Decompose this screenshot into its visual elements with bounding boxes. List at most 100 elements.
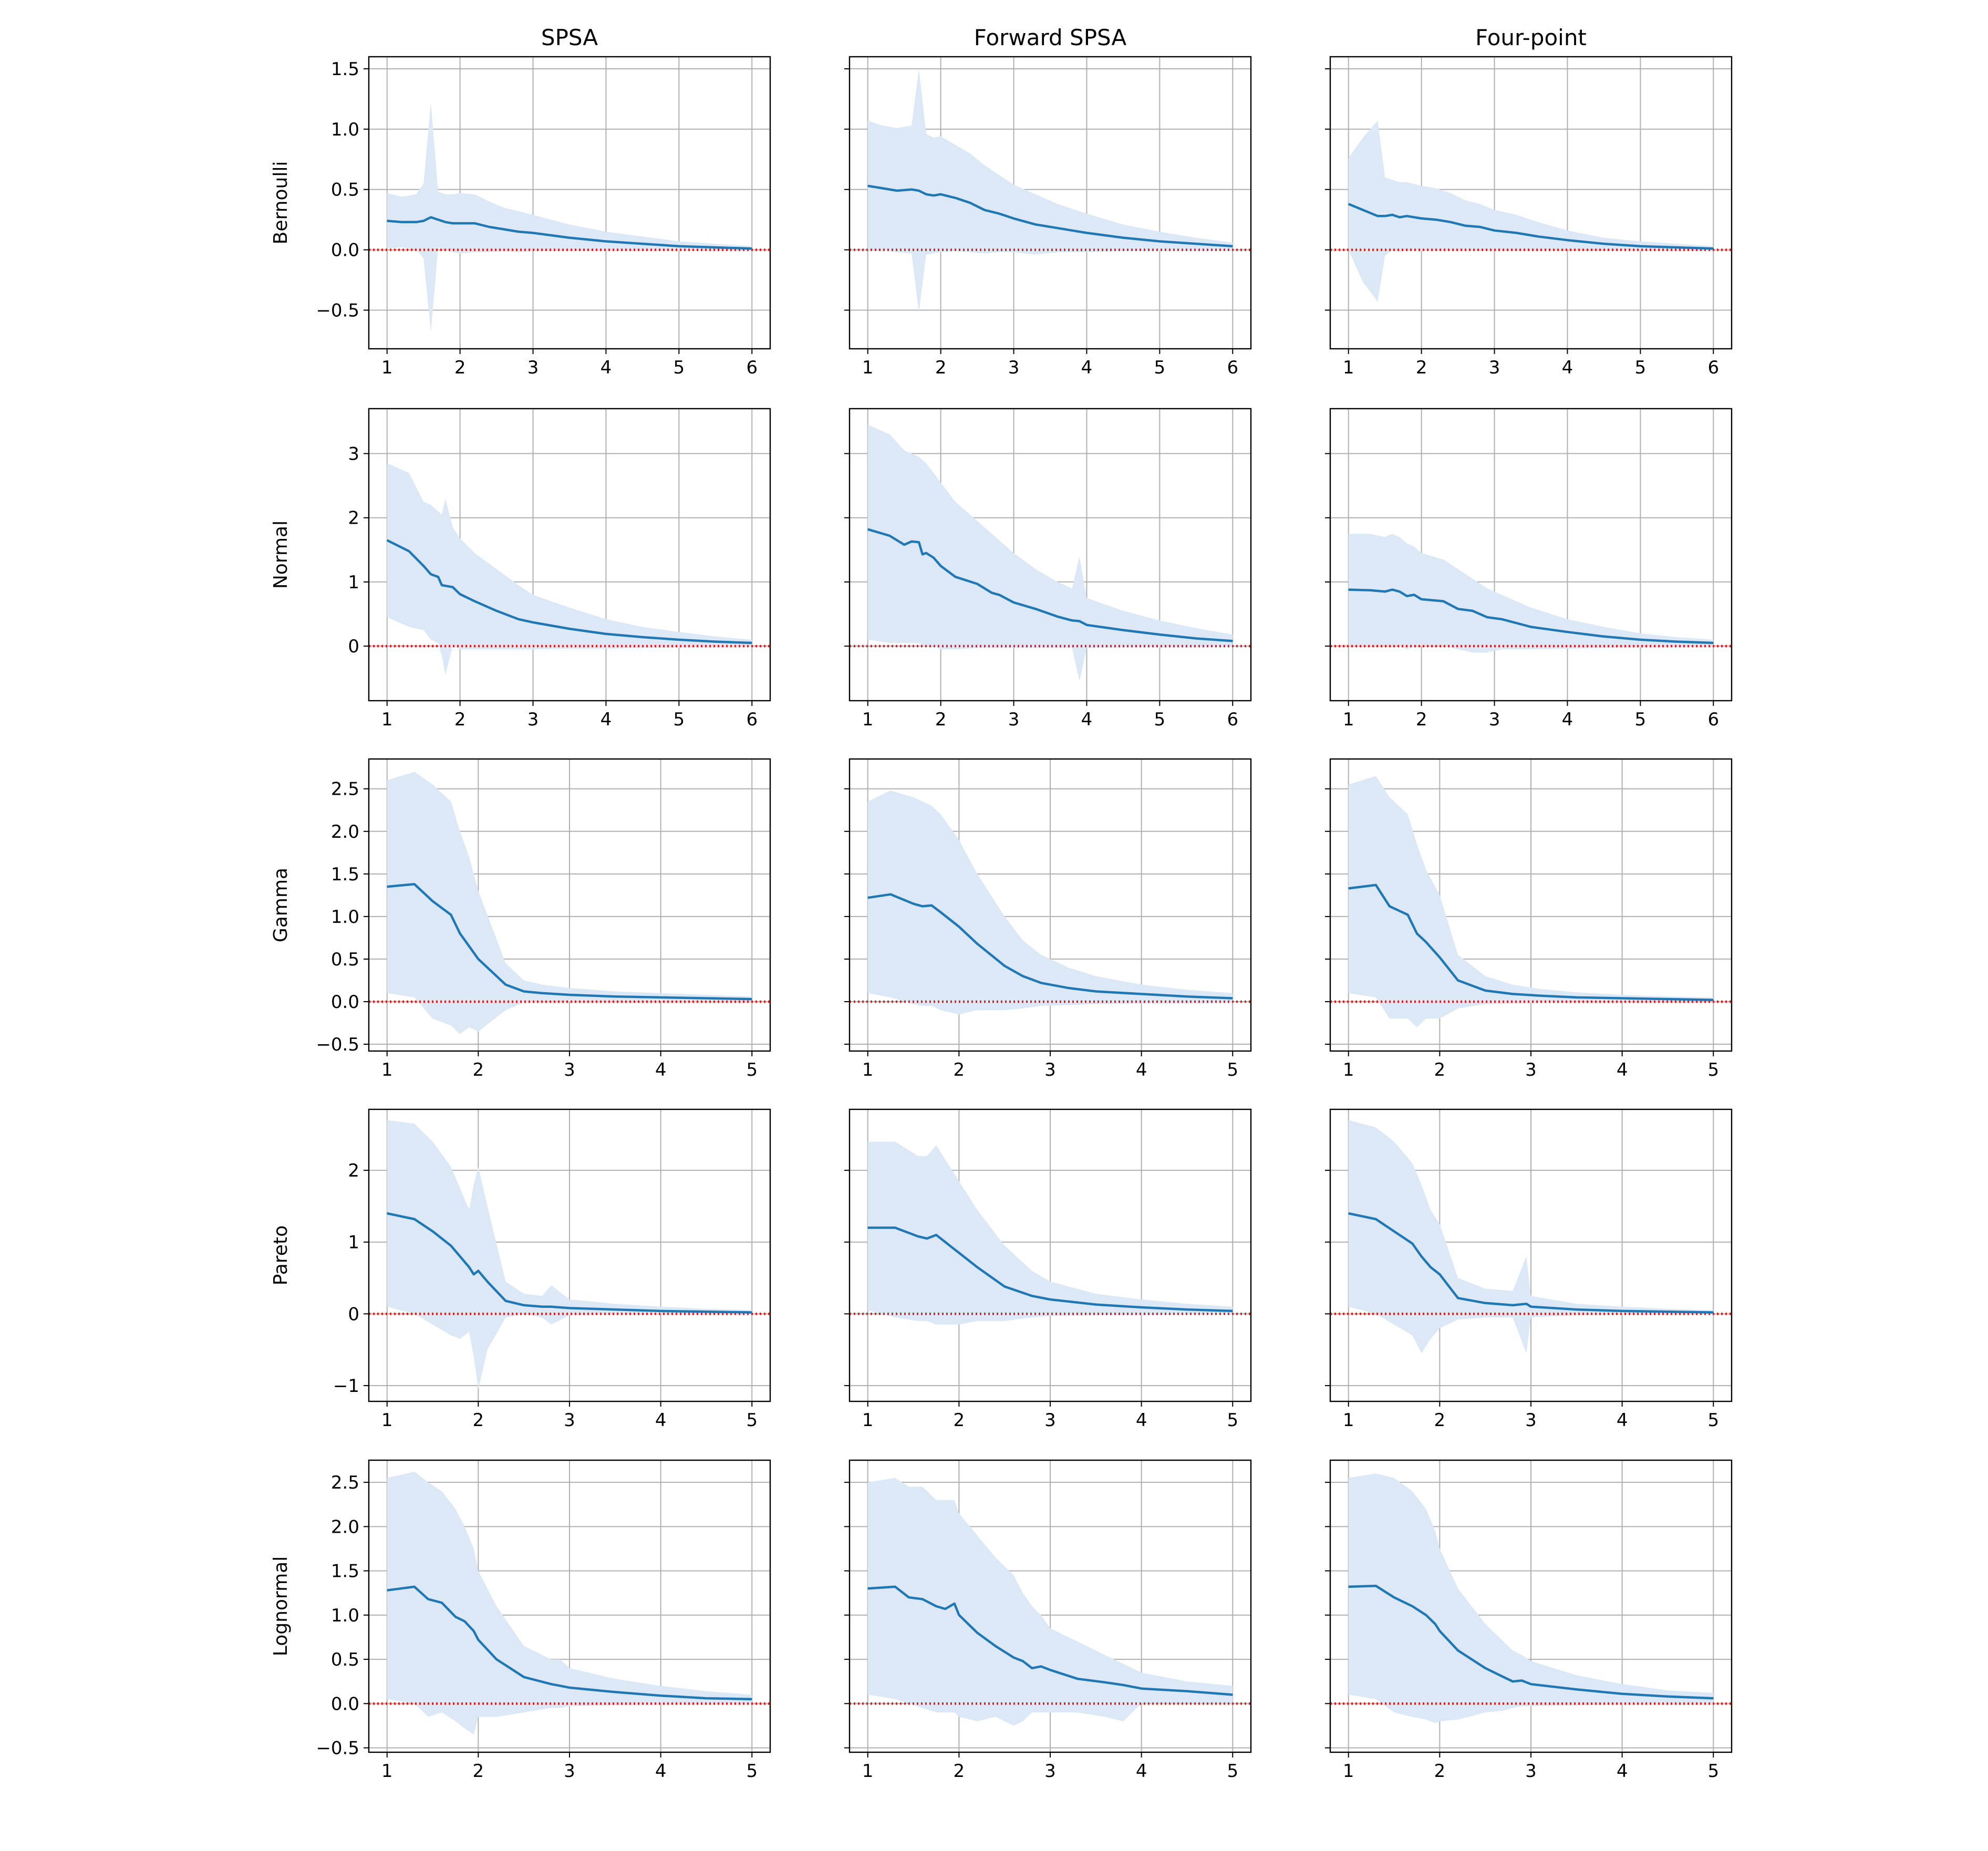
- mean-line: [1348, 1212, 1714, 1314]
- x-tick-label: 1: [1343, 1059, 1354, 1080]
- x-tick-label: 6: [1227, 357, 1238, 378]
- y-tick-label: −1: [333, 1376, 359, 1397]
- x-tick-label: 2: [473, 1059, 484, 1080]
- plot-area-lognormal-spsa: [369, 1471, 770, 1735]
- x-tick-label: 6: [1707, 709, 1719, 730]
- x-tick-label: 4: [1136, 1761, 1147, 1782]
- panel-normal-forward-spsa: 1 2 3 4 5 6: [844, 408, 1252, 730]
- x-tick-label: 4: [1136, 1059, 1147, 1080]
- y-tick-label: 0.5: [331, 1649, 359, 1670]
- x-tick-label: 2: [954, 1410, 965, 1431]
- confidence-band: [387, 463, 752, 675]
- mean-line: [867, 184, 1233, 247]
- x-tick-label: 4: [655, 1410, 667, 1431]
- confidence-band: [867, 1141, 1233, 1325]
- confidence-band: [867, 424, 1233, 682]
- mean-line: [1348, 203, 1714, 250]
- x-tick-label: 4: [600, 709, 612, 730]
- x-tick-label: 3: [1008, 357, 1020, 378]
- panel-pareto-forward-spsa: 1 2 3 4 5: [844, 1108, 1252, 1431]
- column-title-four-point: Four-point: [1475, 25, 1587, 50]
- plot-area-pareto-four-point: [1330, 1120, 1732, 1354]
- axes-frame: [368, 56, 771, 350]
- x-tick-label: 1: [381, 1761, 393, 1782]
- x-tick-label: 1: [1343, 1761, 1354, 1782]
- panel-lognormal-spsa: 1 2 3 4 5 −0.5 0.0 0.5 1.0 1.5 2.0 2.5: [316, 1459, 771, 1782]
- panel-gamma-spsa: 1 2 3 4 5 −0.5 0.0 0.5 1.0 1.5 2.0 2.5: [316, 758, 771, 1080]
- x-tick-label: 5: [674, 357, 685, 378]
- confidence-band: [387, 1471, 752, 1735]
- column-title-spsa: SPSA: [541, 25, 598, 50]
- x-tick-label: 5: [1227, 1059, 1238, 1080]
- plot-area-pareto-forward-spsa: [850, 1141, 1251, 1325]
- y-tick-label: 1.5: [331, 59, 359, 80]
- x-tick-label: 3: [1525, 1761, 1537, 1782]
- x-tick-label: 1: [862, 1761, 874, 1782]
- x-tick-label: 4: [1617, 1410, 1628, 1431]
- y-tick-label: 2.0: [331, 1516, 359, 1537]
- x-tick-label: 5: [746, 1761, 758, 1782]
- x-tick-label: 5: [1154, 357, 1166, 378]
- x-tick-label: 1: [862, 1410, 874, 1431]
- plot-area-lognormal-forward-spsa: [850, 1478, 1251, 1726]
- y-tick-label: 0: [348, 1304, 359, 1325]
- x-tick-label: 2: [454, 709, 466, 730]
- y-tick-label: 2.5: [331, 779, 359, 800]
- x-tick-label: 3: [1008, 709, 1020, 730]
- plot-area-normal-spsa: [369, 463, 770, 675]
- y-tick-label: 2: [348, 508, 359, 529]
- x-tick-label: 4: [1617, 1761, 1628, 1782]
- x-tick-label: 6: [1227, 709, 1238, 730]
- plot-area-normal-four-point: [1330, 534, 1732, 653]
- column-title-forward-spsa: Forward SPSA: [974, 25, 1127, 50]
- x-tick-label: 1: [381, 1059, 393, 1080]
- x-tick-label: 3: [1489, 357, 1500, 378]
- axes-frame: [848, 56, 1252, 350]
- y-tick-label: 0.0: [331, 992, 359, 1013]
- x-tick-label: 2: [935, 709, 947, 730]
- x-tick-label: 1: [381, 357, 393, 378]
- mean-line: [387, 883, 752, 1001]
- y-tick-label: −0.5: [316, 1738, 359, 1759]
- confidence-band: [387, 102, 752, 332]
- x-tick-label: 5: [746, 1059, 758, 1080]
- axes-frame: [368, 408, 771, 702]
- panel-lognormal-forward-spsa: 1 2 3 4 5: [844, 1459, 1252, 1782]
- confidence-band: [867, 791, 1233, 1015]
- confidence-band: [1348, 120, 1714, 302]
- y-tick-label: 0.5: [331, 180, 359, 201]
- x-tick-label: 4: [655, 1761, 667, 1782]
- confidence-band: [387, 1120, 752, 1389]
- y-tick-label: 1.0: [331, 1605, 359, 1626]
- y-tick-label: 1: [348, 1232, 359, 1253]
- y-tick-label: 1.5: [331, 864, 359, 885]
- mean-line: [386, 539, 752, 644]
- y-tick-label: 1: [348, 572, 359, 593]
- mean-line: [387, 1585, 752, 1701]
- x-tick-label: 1: [862, 357, 874, 378]
- x-tick-label: 4: [1562, 709, 1573, 730]
- row-label-gamma: Gamma: [270, 868, 292, 942]
- x-tick-label: 5: [1707, 1410, 1719, 1431]
- x-tick-label: 4: [1136, 1410, 1147, 1431]
- axes-frame: [848, 408, 1252, 702]
- x-tick-label: 1: [1343, 357, 1354, 378]
- x-tick-label: 4: [1562, 357, 1573, 378]
- x-tick-label: 3: [564, 1761, 575, 1782]
- y-tick-label: 2: [348, 1160, 359, 1181]
- x-tick-label: 6: [746, 357, 758, 378]
- plot-area-bernoulli-forward-spsa: [850, 69, 1251, 313]
- x-tick-label: 5: [1227, 1761, 1238, 1782]
- x-tick-label: 1: [862, 1059, 874, 1080]
- confidence-band: [1348, 776, 1714, 1027]
- plot-area-lognormal-four-point: [1330, 1473, 1732, 1723]
- y-tick-label: 0.0: [331, 240, 359, 261]
- confidence-band: [867, 69, 1233, 313]
- x-tick-label: 5: [1154, 709, 1166, 730]
- x-tick-label: 2: [454, 357, 466, 378]
- x-tick-label: 3: [1489, 709, 1500, 730]
- x-tick-label: 3: [527, 357, 539, 378]
- x-tick-label: 5: [1707, 1761, 1719, 1782]
- x-tick-label: 6: [746, 709, 758, 730]
- mean-line: [867, 1226, 1233, 1313]
